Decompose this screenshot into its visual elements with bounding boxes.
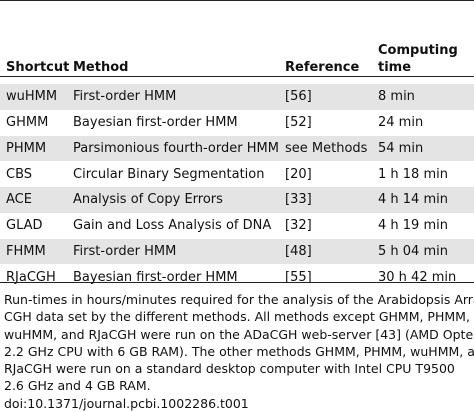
cell-method: First-order HMM xyxy=(67,84,279,110)
table-row: ACE Analysis of Copy Errors [33] 4 h 14 min xyxy=(0,187,474,213)
runtime-table: Shortcut Method Reference Computing time… xyxy=(0,1,474,290)
cell-method: First-order HMM xyxy=(67,238,279,265)
cell-reference: [48] xyxy=(279,238,372,265)
footnote-line: CGH data set by the different methods. A… xyxy=(4,309,470,325)
cell-shortcut: ACE xyxy=(0,187,67,213)
cell-reference: [55] xyxy=(279,264,372,290)
cell-computing-time: 24 min xyxy=(372,109,474,136)
cell-computing-time: 8 min xyxy=(372,84,474,110)
footnote-line: Run-times in hours/minutes required for … xyxy=(4,292,474,307)
header-shortcut: Shortcut xyxy=(0,1,69,84)
cell-reference: [32] xyxy=(279,212,372,239)
cell-method: Parsimonious fourth-order HMM xyxy=(67,135,279,162)
table-row: FHMM First-order HMM [48] 5 h 04 min xyxy=(0,238,474,265)
cell-computing-time: 5 h 04 min xyxy=(372,238,474,265)
table-row: wuHMM First-order HMM [56] 8 min xyxy=(0,84,474,110)
cell-method: Analysis of Copy Errors xyxy=(67,187,279,213)
header-computing-time-line: time xyxy=(378,60,412,75)
cell-computing-time: 1 h 18 min xyxy=(372,161,474,187)
header-computing-time: Computing time xyxy=(372,1,474,84)
footnote-line: RJaCGH were run on a standard desktop co… xyxy=(4,361,455,377)
header-rule xyxy=(0,76,474,77)
cell-shortcut: RJaCGH xyxy=(0,264,67,290)
table-footnote: Run-times in hours/minutes required for … xyxy=(4,291,474,412)
cell-method: Bayesian first-order HMM xyxy=(67,264,279,290)
cell-method: Bayesian first-order HMM xyxy=(67,109,279,136)
footnote-line: wuHMM, and RJaCGH were run on the ADaCGH… xyxy=(4,326,474,342)
cell-computing-time: 4 h 14 min xyxy=(372,187,474,213)
cell-reference: [20] xyxy=(279,161,372,187)
cell-shortcut: CBS xyxy=(0,161,67,187)
footnote-line: 2.2 GHz CPU with 6 GB RAM). The other me… xyxy=(4,343,474,359)
cell-computing-time: 54 min xyxy=(372,135,474,162)
table-header-row: Shortcut Method Reference Computing time xyxy=(0,1,474,84)
cell-computing-time: 30 h 42 min xyxy=(372,264,474,290)
cell-shortcut: PHMM xyxy=(0,135,67,162)
bottom-rule xyxy=(0,282,474,283)
table-row: RJaCGH Bayesian first-order HMM [55] 30 h 4… xyxy=(0,264,474,290)
table-row: CBS Circular Binary Segmentation [20] 1 h 1… xyxy=(0,161,474,187)
cell-shortcut: wuHMM xyxy=(0,84,67,110)
header-computing-time-line: Computing xyxy=(378,43,458,58)
header-method: Method xyxy=(67,1,279,84)
cell-reference: [33] xyxy=(279,187,372,213)
table-row: PHMM Parsimonious fourth-order HMM see Met… xyxy=(0,135,474,162)
doi-line: doi:10.1371/journal.pcbi.1002286.t001 xyxy=(4,395,249,411)
cell-method: Circular Binary Segmentation xyxy=(67,161,279,187)
cell-reference: [56] xyxy=(279,84,372,110)
cell-method: Gain and Loss Analysis of DNA xyxy=(67,212,279,239)
cell-shortcut: FHMM xyxy=(0,238,67,265)
table-row: GHMM Bayesian first-order HMM [52] 24 min xyxy=(0,109,474,136)
cell-shortcut: GLAD xyxy=(0,212,67,239)
table-row: GLAD Gain and Loss Analysis of DNA [32] 4 h… xyxy=(0,212,474,239)
cell-reference: see Methods xyxy=(279,135,372,162)
header-reference: Reference xyxy=(279,1,372,84)
cell-shortcut: GHMM xyxy=(0,109,67,136)
cell-reference: [52] xyxy=(279,109,372,136)
cell-computing-time: 4 h 19 min xyxy=(372,212,474,239)
footnote-line: 2.6 GHz and 4 GB RAM. xyxy=(4,378,151,394)
